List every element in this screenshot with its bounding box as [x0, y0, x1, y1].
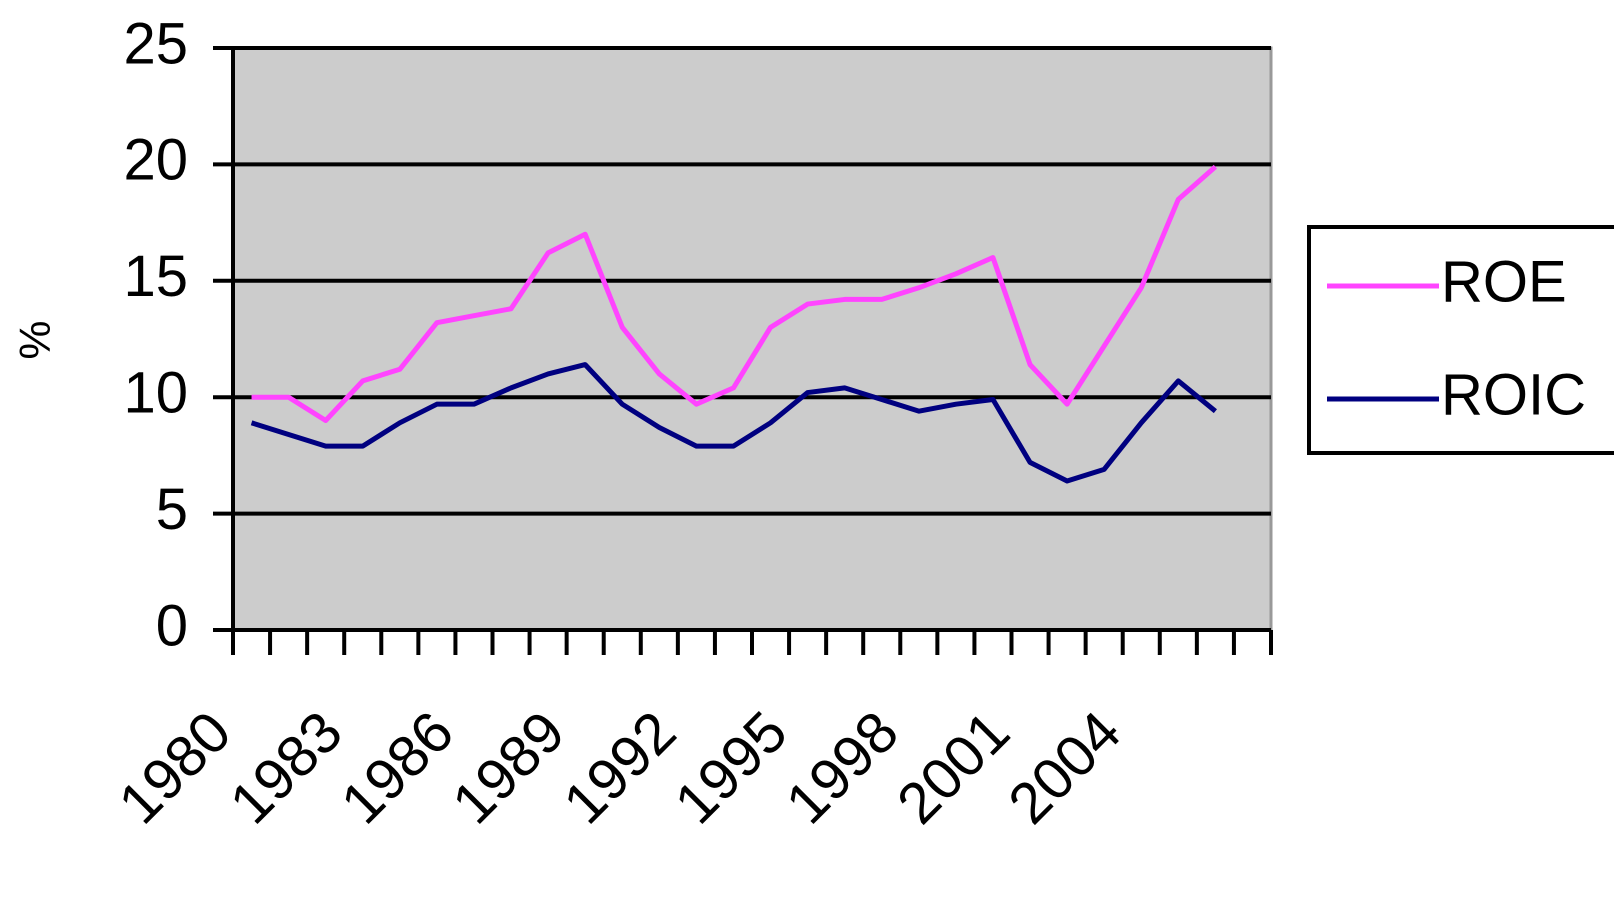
y-tick-label: 0	[156, 593, 188, 658]
y-tick-label: 5	[156, 477, 188, 542]
data-line	[251, 164, 1218, 423]
x-tick-label: 1980	[106, 699, 243, 836]
data-line	[250, 362, 1217, 484]
legend-label: ROE	[1441, 249, 1567, 314]
y-tick-label: 10	[123, 361, 188, 426]
x-tick-label: 1986	[329, 699, 466, 836]
y-tick-label: 25	[123, 11, 188, 76]
plot-area	[231, 46, 1273, 632]
x-tick-label: 2001	[885, 699, 1022, 836]
y-tick-label: 20	[123, 128, 188, 193]
x-tick-label: 2004	[996, 699, 1133, 836]
x-tick-label: 1995	[662, 699, 799, 836]
x-tick-label: 1998	[774, 699, 911, 836]
legend-label: ROIC	[1441, 362, 1586, 427]
x-tick-label: 1983	[218, 699, 355, 836]
legend-box	[1307, 225, 1614, 455]
y-tick-label: 15	[123, 244, 188, 309]
x-tick-label: 1989	[440, 699, 577, 836]
x-tick-label: 1992	[551, 699, 688, 836]
y-axis-label: %	[11, 320, 60, 359]
